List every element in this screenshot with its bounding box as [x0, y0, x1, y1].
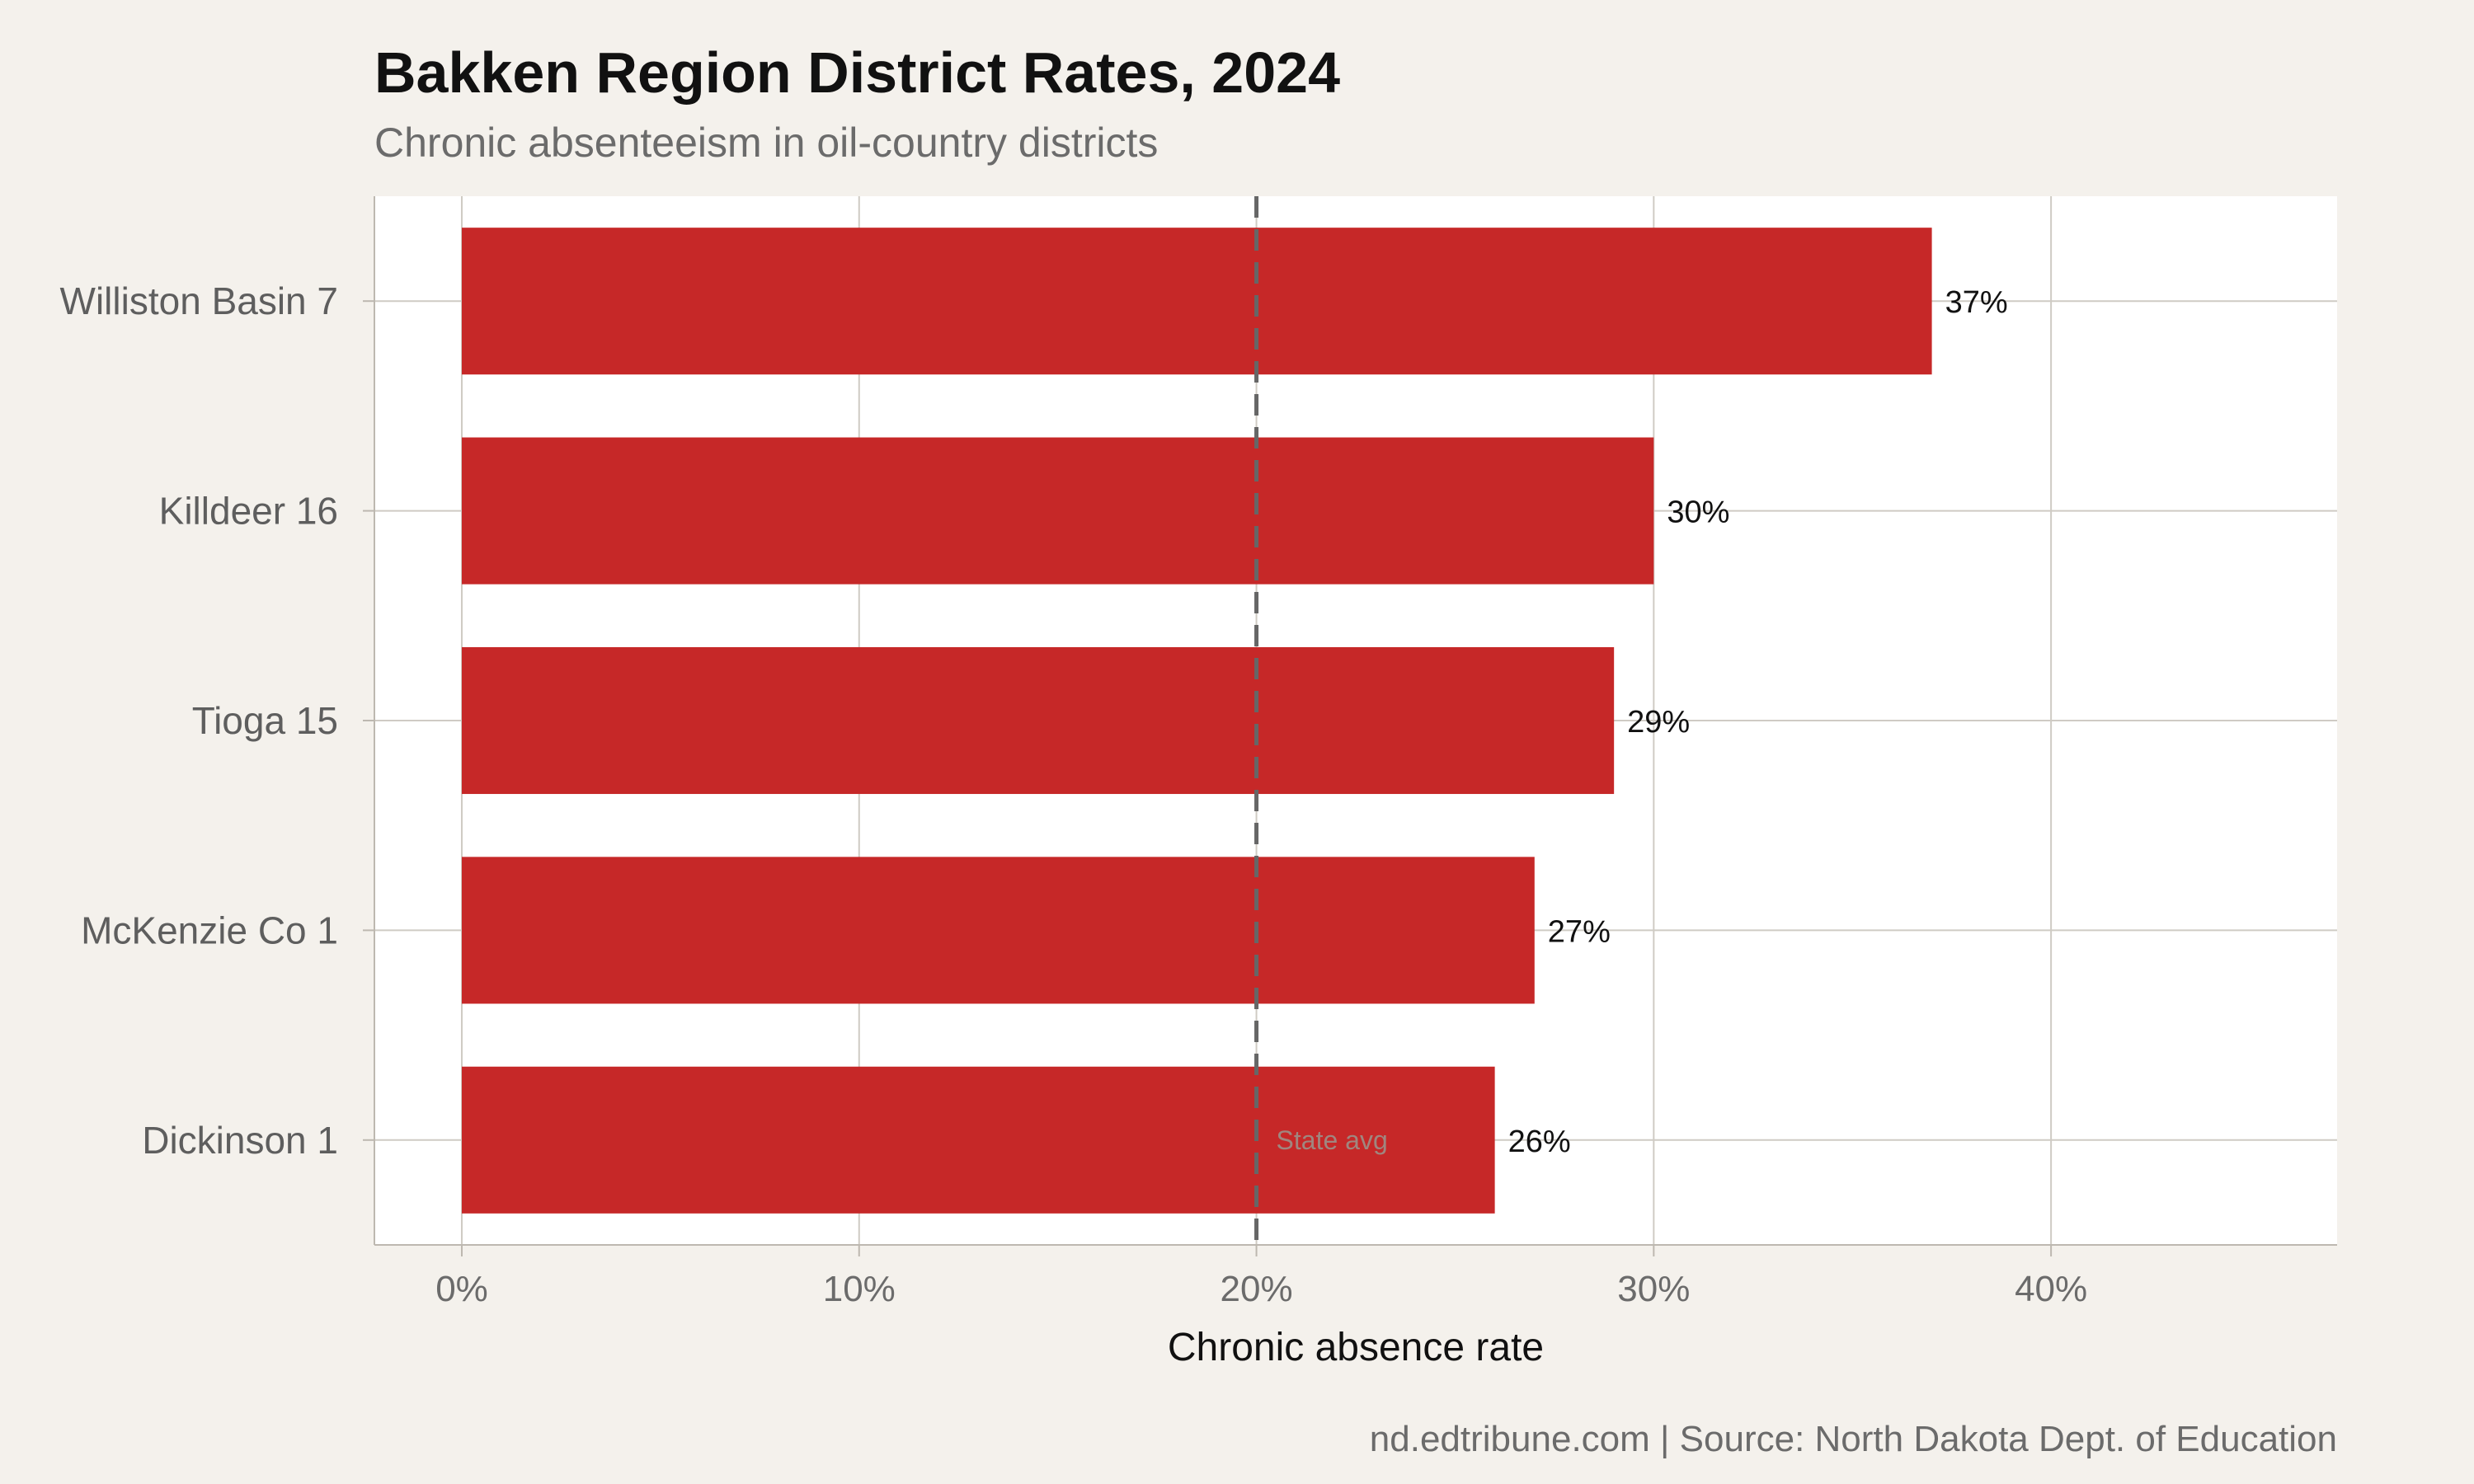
x-tick-label: 10%	[823, 1269, 896, 1309]
chart-title: Bakken Region District Rates, 2024	[374, 40, 1340, 105]
bar	[461, 1066, 1495, 1214]
source-note: nd.edtribune.com | Source: North Dakota …	[1370, 1419, 2337, 1459]
bar-labels: 37% 30% 29% 27% 26%	[1508, 285, 2008, 1159]
chart-subtitle: Chronic absenteeism in oil-country distr…	[374, 120, 1158, 166]
x-tick-label: 30%	[1617, 1269, 1690, 1309]
bars	[461, 228, 1932, 1214]
y-tick-label: Tioga 15	[192, 699, 338, 742]
bar-value-label: 29%	[1627, 705, 1690, 740]
bar	[461, 857, 1535, 1004]
y-tick-label: Dickinson 1	[142, 1119, 338, 1162]
x-tick-labels: 0% 10% 20% 30% 40%	[435, 1245, 2087, 1309]
x-tick-label: 40%	[2015, 1269, 2087, 1309]
bar	[461, 437, 1654, 585]
y-tick-label: Williston Basin 7	[60, 279, 338, 322]
bar	[461, 646, 1615, 795]
bar-value-label: 26%	[1508, 1125, 1571, 1159]
y-tick-label: McKenzie Co 1	[81, 909, 338, 951]
reference-line-label: State avg	[1277, 1125, 1388, 1155]
y-tick-labels: Williston Basin 7 Killdeer 16 Tioga 15 McKe…	[60, 279, 374, 1162]
x-tick-label: 20%	[1221, 1269, 1293, 1309]
reference-line-group: State avg	[1254, 196, 1388, 1245]
x-axis-label: Chronic absence rate	[1168, 1326, 1544, 1369]
bar-value-label: 30%	[1667, 495, 1729, 530]
bar	[461, 228, 1932, 375]
bar-value-label: 37%	[1945, 285, 2008, 320]
y-tick-label: Killdeer 16	[159, 490, 338, 533]
x-tick-label: 0%	[435, 1269, 488, 1309]
bar-value-label: 27%	[1548, 914, 1611, 949]
